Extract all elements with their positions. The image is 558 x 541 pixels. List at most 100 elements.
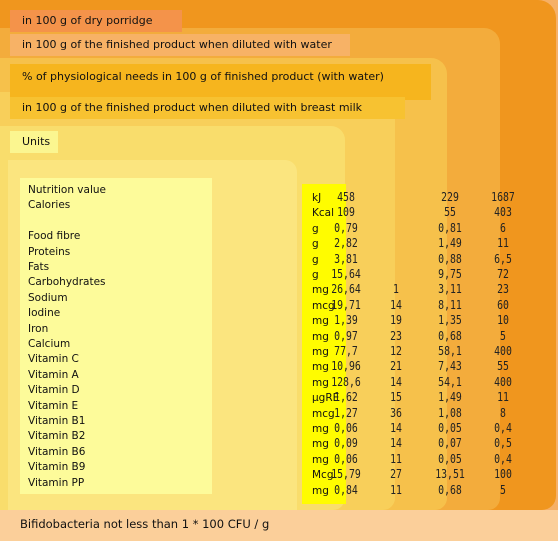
dry-value: 6 [500,220,506,235]
breast-milk-value: 3,81 [334,251,358,266]
nutrient-name: Vitamin A [28,368,79,381]
breast-milk-value: 19,71 [331,297,361,312]
dry-value: 100 [494,467,512,482]
header-units: Units [10,131,58,153]
dry-value: 11 [497,390,509,405]
dry-value: 5 [500,328,506,343]
nutrient-name: Food fibre [28,230,81,243]
physiological-value: 14 [390,421,402,435]
water-value: 0,68 [438,482,462,497]
water-value: 9,75 [438,267,462,281]
unit-label: g [312,269,319,281]
physiological-value: 11 [390,451,402,466]
header-water: in 100 g of the finished product when di… [10,34,350,56]
dry-value: 400 [494,374,512,389]
footer-note: Bifidobacteria not less than 1 * 100 CFU… [20,517,270,531]
unit-label: mg [312,423,329,435]
header-breast-milk: in 100 g of the finished product when di… [10,97,405,119]
breast-milk-value: 2,82 [334,236,358,251]
nutrient-list: Nutrition value Calories Food fibre Protein… [20,178,212,494]
unit-label: mg [312,330,329,343]
physiological-value: 11 [390,482,402,497]
water-value: 58,1 [438,344,462,358]
physiological-value: 12 [390,344,402,358]
unit-label: mg [312,315,329,328]
unit-label: mg [312,484,329,497]
unit-label: g [312,222,319,235]
physiological-value: 23 [390,328,402,343]
unit-label: mg [312,361,329,374]
breast-milk-value: 1,27 [334,405,358,420]
header-dry-porridge: in 100 g of dry porridge [10,10,182,32]
dry-value: 55 [497,359,509,374]
breast-milk-value: 26,64 [331,282,361,297]
physiological-value: 36 [390,405,402,420]
breast-milk-value: 0,06 [334,451,358,466]
breast-milk-value: 15,64 [331,267,361,281]
nutrient-name: Vitamin D [28,384,80,397]
water-value: 0,68 [438,328,462,343]
water-value: 55 [444,205,456,220]
unit-label: mg [312,376,329,389]
dry-value: 0,4 [494,421,512,435]
physiological-value: 1 [393,282,399,297]
breast-milk-value: 0,06 [334,421,358,435]
physiological-value: 14 [390,436,402,451]
water-value: 13,51 [435,467,465,482]
unit-label: mcg [312,407,335,420]
nutrient-name: Fats [28,261,50,273]
nutrient-name: Vitamin PP [28,476,85,489]
water-value: 0,81 [438,220,462,235]
nutrient-name: Carbohydrates [28,276,106,289]
unit-label: g [312,253,319,266]
physiological-value: 14 [390,374,402,389]
nutrient-name: Vitamin E [28,399,79,412]
unit-label: Mcg [312,469,334,482]
nutrient-name: Vitamin B2 [28,430,86,443]
footer: Bifidobacteria not less than 1 * 100 CFU… [0,510,558,541]
nutrient-name: Vitamin B6 [28,445,86,458]
water-value: 229 [441,190,459,204]
dry-value: 8 [500,405,506,420]
nutrient-name: Iron [28,322,49,335]
dry-value: 72 [497,267,509,281]
unit-label: Kcal [312,207,335,220]
dry-value: 10 [497,313,509,328]
nutrient-name: Calcium [28,338,71,350]
unit-label: mg [312,284,329,297]
water-value: 7,43 [438,359,462,374]
breast-milk-value: 0,79 [334,220,358,235]
water-value: 8,11 [438,297,462,312]
unit-label: mg [312,346,329,358]
dry-value: 60 [497,297,509,312]
physiological-value: 19 [390,313,402,328]
dry-value: 0,4 [494,451,512,466]
water-value: 0,07 [438,436,462,451]
water-value: 1,35 [438,313,462,328]
water-value: 1,49 [438,390,462,405]
nutrient-name: Sodium [28,291,68,304]
nutrient-name: Vitamin C [28,353,79,366]
water-value: 54,1 [438,374,462,389]
nutrient-name: Calories [28,199,71,212]
dry-value: 6,5 [494,251,512,266]
unit-label: µgRE [312,392,340,405]
breast-milk-value: 77,7 [334,344,358,358]
water-value: 0,05 [438,451,462,466]
breast-milk-value: 1,62 [334,390,358,405]
nutrient-name: Proteins [28,245,71,258]
unit-list: kJ Kcal g g g g mg mcg mg mg mg mg mg µgRE mcg mg mg mg Mc… [302,184,346,504]
breast-milk-value: 15,79 [331,467,361,482]
dry-value: 23 [497,282,509,297]
water-value: 1,08 [438,405,462,420]
unit-label: g [312,238,319,251]
nutrient-name: Nutrition value [28,184,106,196]
breast-milk-value: 458 [337,190,355,204]
dry-value: 403 [494,205,512,220]
dry-value: 5 [500,482,506,497]
unit-label: mcg [312,299,335,312]
physiological-value: 14 [390,297,402,312]
water-value: 0,88 [438,251,462,266]
header-physiological: % of physiological needs in 100 g of fin… [10,64,431,100]
nutrient-name: Iodine [28,307,61,320]
